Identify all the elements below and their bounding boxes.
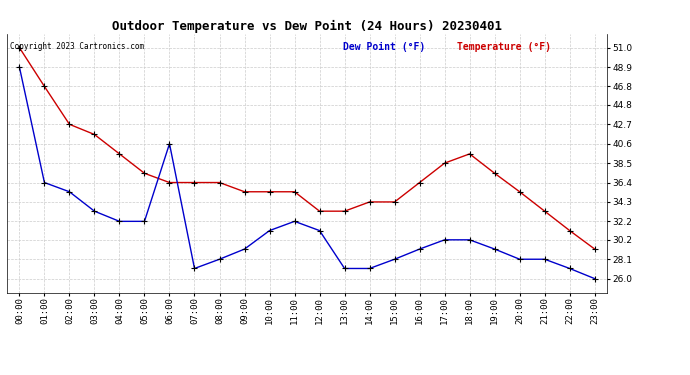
Text: Dew Point (°F): Dew Point (°F) [343,42,425,51]
Text: Temperature (°F): Temperature (°F) [457,42,551,51]
Title: Outdoor Temperature vs Dew Point (24 Hours) 20230401: Outdoor Temperature vs Dew Point (24 Hou… [112,20,502,33]
Text: Copyright 2023 Cartronics.com: Copyright 2023 Cartronics.com [10,42,144,51]
